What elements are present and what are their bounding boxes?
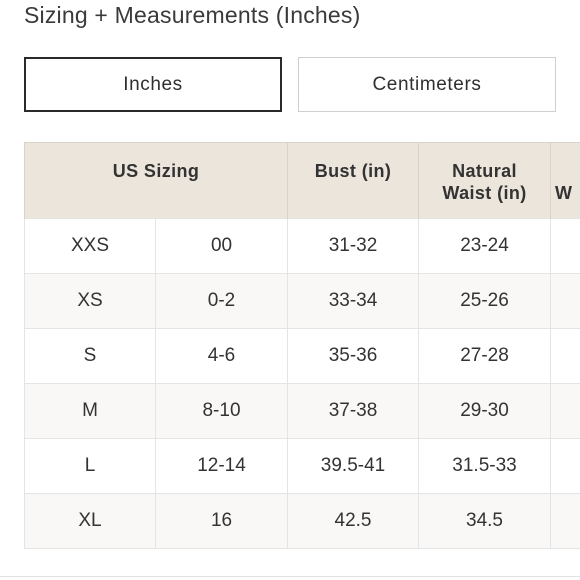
table-row: M 8-10 37-38 29-30 <box>24 383 580 439</box>
table-row: XS 0-2 33-34 25-26 <box>24 273 580 329</box>
table-row: L 12-14 39.5-41 31.5-33 <box>24 438 580 494</box>
cell-waist: 29-30 <box>418 383 552 439</box>
table-row: S 4-6 35-36 27-28 <box>24 328 580 384</box>
page-title: Sizing + Measurements (Inches) <box>24 2 361 28</box>
cell-size-letter: XL <box>24 493 156 549</box>
cell-size-number: 8-10 <box>154 383 289 439</box>
cell-next-partial <box>550 328 580 384</box>
header-us-sizing: US Sizing <box>24 142 289 219</box>
cell-next-partial <box>550 383 580 439</box>
header-natural-waist: Natural Waist (in) <box>418 142 552 219</box>
table-header-row: US Sizing Bust (in) Natural Waist (in) W <box>24 142 580 219</box>
cell-next-partial <box>550 218 580 274</box>
cell-waist: 34.5 <box>418 493 552 549</box>
inches-button[interactable]: Inches <box>24 57 282 112</box>
centimeters-button[interactable]: Centimeters <box>298 57 556 112</box>
cell-next-partial <box>550 493 580 549</box>
cell-size-number: 12-14 <box>154 438 289 494</box>
cell-waist: 27-28 <box>418 328 552 384</box>
cell-next-partial <box>550 273 580 329</box>
size-table-container[interactable]: US Sizing Bust (in) Natural Waist (in) W <box>24 142 580 550</box>
size-table: US Sizing Bust (in) Natural Waist (in) W <box>24 142 580 549</box>
cell-bust: 37-38 <box>287 383 420 439</box>
cell-bust: 33-34 <box>287 273 420 329</box>
cell-size-number: 0-2 <box>154 273 289 329</box>
cell-next-partial <box>550 438 580 494</box>
cell-waist: 31.5-33 <box>418 438 552 494</box>
cell-size-letter: L <box>24 438 156 494</box>
cell-waist: 23-24 <box>418 218 552 274</box>
cell-bust: 39.5-41 <box>287 438 420 494</box>
cell-size-number: 00 <box>154 218 289 274</box>
cell-size-letter: M <box>24 383 156 439</box>
table-row: XL 16 42.5 34.5 <box>24 493 580 549</box>
cell-waist: 25-26 <box>418 273 552 329</box>
divider <box>0 576 580 577</box>
cell-bust: 42.5 <box>287 493 420 549</box>
cell-size-letter: XS <box>24 273 156 329</box>
cell-size-letter: S <box>24 328 156 384</box>
cell-size-number: 16 <box>154 493 289 549</box>
header-next-partial: W <box>550 142 580 219</box>
cell-size-letter: XXS <box>24 218 156 274</box>
header-natural-waist-line2: Waist (in) <box>442 183 527 203</box>
cell-size-number: 4-6 <box>154 328 289 384</box>
table-row: XXS 00 31-32 23-24 <box>24 218 580 274</box>
header-bust: Bust (in) <box>287 142 420 219</box>
cell-bust: 31-32 <box>287 218 420 274</box>
cell-bust: 35-36 <box>287 328 420 384</box>
header-natural-waist-line1: Natural <box>452 161 517 181</box>
